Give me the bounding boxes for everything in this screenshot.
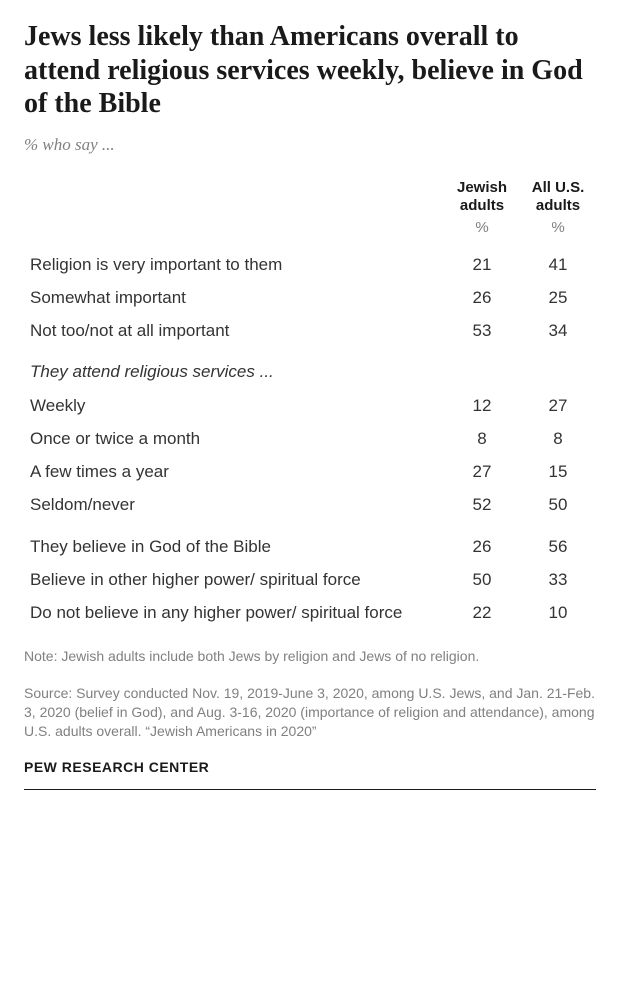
row-val-us: 50 [520, 488, 596, 521]
chart-subtitle: % who say ... [24, 135, 596, 155]
pct-label-jewish: % [444, 219, 520, 248]
row-label: Not too/not at all important [24, 314, 444, 347]
row-val-jewish: 26 [444, 281, 520, 314]
row-val-jewish: 26 [444, 522, 520, 563]
col-header-us: All U.S. adults [520, 175, 596, 219]
note-text: Note: Jewish adults include both Jews by… [24, 647, 596, 666]
row-val-us: 41 [520, 248, 596, 281]
table-row: Religion is very important to them 21 41 [24, 248, 596, 281]
table-row: Somewhat important 26 25 [24, 281, 596, 314]
row-val-jewish: 27 [444, 455, 520, 488]
row-val-us: 34 [520, 314, 596, 347]
row-label: Weekly [24, 389, 444, 422]
row-val-jewish: 22 [444, 596, 520, 629]
table-row: Weekly 12 27 [24, 389, 596, 422]
row-label: Once or twice a month [24, 422, 444, 455]
row-val-jewish: 12 [444, 389, 520, 422]
row-label: Somewhat important [24, 281, 444, 314]
row-val-us: 33 [520, 563, 596, 596]
row-val-us: 8 [520, 422, 596, 455]
source-text: Source: Survey conducted Nov. 19, 2019-J… [24, 684, 596, 741]
table-row: Not too/not at all important 53 34 [24, 314, 596, 347]
footer-attribution: PEW RESEARCH CENTER [24, 759, 596, 790]
table-row: Believe in other higher power/ spiritual… [24, 563, 596, 596]
row-val-us: 15 [520, 455, 596, 488]
row-val-jewish: 50 [444, 563, 520, 596]
row-val-us: 27 [520, 389, 596, 422]
table-row: A few times a year 27 15 [24, 455, 596, 488]
row-label: A few times a year [24, 455, 444, 488]
chart-title: Jews less likely than Americans overall … [24, 20, 596, 121]
data-table: Jewish adults All U.S. adults % % Religi… [24, 175, 596, 630]
table-row: They believe in God of the Bible 26 56 [24, 522, 596, 563]
col-header-jewish: Jewish adults [444, 175, 520, 219]
table-row: Once or twice a month 8 8 [24, 422, 596, 455]
row-val-jewish: 21 [444, 248, 520, 281]
row-val-jewish: 52 [444, 488, 520, 521]
table-row: Do not believe in any higher power/ spir… [24, 596, 596, 629]
row-val-us: 25 [520, 281, 596, 314]
table-header-row: Jewish adults All U.S. adults [24, 175, 596, 219]
section-header-row: They attend religious services ... [24, 347, 596, 388]
row-label: They believe in God of the Bible [24, 522, 444, 563]
row-label: Religion is very important to them [24, 248, 444, 281]
row-val-jewish: 8 [444, 422, 520, 455]
row-val-us: 56 [520, 522, 596, 563]
row-label: Believe in other higher power/ spiritual… [24, 563, 444, 596]
section-header-label: They attend religious services ... [24, 347, 444, 388]
row-val-us: 10 [520, 596, 596, 629]
row-label: Seldom/never [24, 488, 444, 521]
table-row: Seldom/never 52 50 [24, 488, 596, 521]
pct-label-us: % [520, 219, 596, 248]
table-pct-row: % % [24, 219, 596, 248]
row-label: Do not believe in any higher power/ spir… [24, 596, 444, 629]
row-val-jewish: 53 [444, 314, 520, 347]
